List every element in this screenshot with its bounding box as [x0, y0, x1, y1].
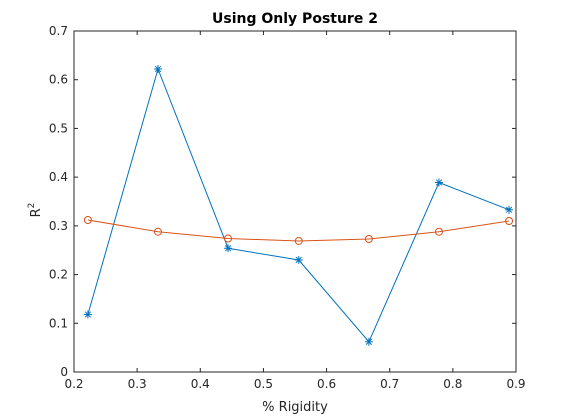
- y-axis: 0 0.1 0.2 0.3 0.4 0.5 0.6 0.7: [49, 24, 516, 379]
- data-point-asterisk: [224, 244, 233, 253]
- data-point-circle: [224, 234, 233, 243]
- data-point-circle: [294, 236, 303, 245]
- x-tick-label: 0.4: [191, 377, 210, 391]
- y-tick-label: 0.7: [49, 24, 68, 38]
- y-tick-label: 0.5: [49, 121, 68, 135]
- data-point-circle: [83, 216, 92, 225]
- x-tick-label: 0.2: [64, 377, 83, 391]
- x-axis-title: % Rigidity: [262, 400, 328, 415]
- data-point-asterisk: [83, 310, 92, 319]
- data-point-asterisk: [505, 205, 514, 214]
- series-layer: [83, 64, 514, 346]
- plot-frame: [73, 30, 517, 373]
- data-point-asterisk: [294, 255, 303, 264]
- y-tick-label: 0: [60, 365, 68, 379]
- plot-area: [73, 30, 517, 373]
- series-2-line: [87, 219, 510, 242]
- x-tick-label: 0.9: [506, 377, 525, 391]
- x-axis: 0.2 0.3 0.4 0.5 0.6 0.7 0.8 0.9: [64, 31, 526, 391]
- x-tick-label: 0.6: [317, 377, 336, 391]
- y-tick-label: 0.1: [49, 316, 68, 330]
- x-tick-label: 0.8: [443, 377, 462, 391]
- data-point-circle: [153, 227, 162, 236]
- y-tick-label: 0.4: [49, 170, 68, 184]
- data-point-asterisk: [364, 337, 373, 346]
- y-axis-title-base: R: [29, 208, 44, 217]
- series-1: [83, 64, 514, 346]
- y-axis-title: R2: [27, 203, 44, 218]
- y-axis-title-superscript: 2: [27, 203, 37, 209]
- data-point-circle: [364, 235, 373, 244]
- x-tick-label: 0.5: [254, 377, 273, 391]
- data-point-asterisk: [434, 178, 443, 187]
- y-tick-label: 0.3: [49, 219, 68, 233]
- x-tick-label: 0.7: [380, 377, 399, 391]
- data-point-asterisk: [153, 64, 162, 73]
- series-2: [83, 216, 514, 245]
- y-tick-label: 0.6: [49, 73, 68, 87]
- data-point-circle: [434, 227, 443, 236]
- y-tick-label: 0.2: [49, 268, 68, 282]
- x-tick-label: 0.3: [128, 377, 147, 391]
- chart-title: Using Only Posture 2: [212, 11, 378, 27]
- data-point-circle: [505, 216, 514, 225]
